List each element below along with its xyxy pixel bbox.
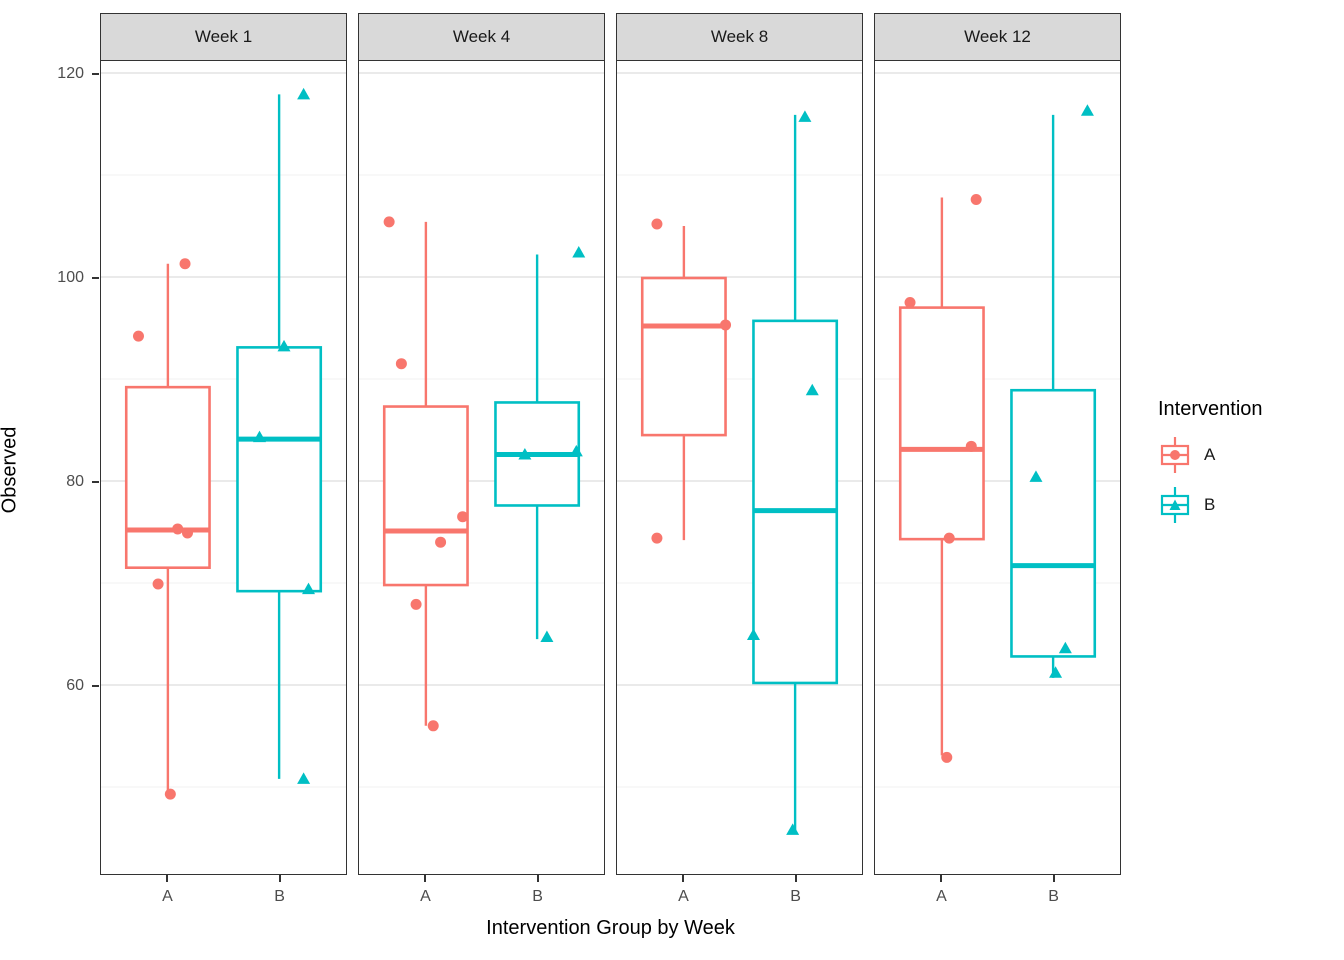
boxplot-B [236,87,323,784]
x-tick-mark [1052,875,1055,882]
jitter-point-A [181,527,193,539]
y-tick-label: 60 [66,677,84,694]
y-tick-label: 100 [57,269,84,286]
jitter-point-B [297,87,311,100]
x-tick-label: B [1048,888,1059,905]
jitter-point-B [798,110,812,122]
jitter-point-A [943,532,955,544]
facet-strip-label: Week 1 [100,13,347,61]
legend-item-label: B [1204,495,1216,514]
facet-plot-svg [617,72,862,835]
jitter-point-A [383,216,395,228]
boxplot-B [1010,104,1097,678]
jitter-point-B [569,444,583,457]
legend-item-A: A [1158,435,1263,475]
boxplot-A [382,216,469,732]
jitter-point-B [1049,666,1063,678]
x-tick-mark [278,875,281,882]
x-tick-mark [166,875,169,882]
facet-strip-label: Week 8 [616,13,863,61]
jitter-point-B [1058,641,1072,654]
jitter-point-A [435,536,447,548]
jitter-point-A [720,319,732,331]
y-tick-mark [92,481,99,483]
jitter-point-B [297,772,311,784]
facet-column: Week 8 A B [616,13,863,905]
facet-plot-svg [101,72,346,800]
jitter-point-A [172,523,184,535]
boxplot-B [494,246,586,643]
jitter-point-A [965,440,977,452]
x-tick-label: B [790,888,801,905]
x-tick-mark [536,875,539,882]
x-tick-label: A [936,888,947,905]
facet-panel [616,61,863,875]
jitter-point-B [277,339,291,352]
jitter-point-B [746,628,760,641]
facet-column: Week 12 A B [874,13,1121,905]
jitter-point-B [302,582,316,595]
jitter-point-A [904,297,916,308]
y-tick-mark [92,277,99,279]
jitter-point-A [164,788,176,800]
x-tick-label: A [162,888,173,905]
legend-key-boxplot-triangle-icon [1160,487,1190,523]
y-tick-mark [92,73,99,75]
y-tick-mark [92,685,99,687]
x-axis-title: Intervention Group by Week [486,917,735,939]
jitter-point-A [179,258,191,270]
boxplot-A [640,218,732,544]
jitter-point-B [253,430,267,443]
facet-panel [100,61,347,875]
jitter-point-B [786,823,800,835]
facet-column: Week 4 A B [358,13,605,905]
boxplot-A [124,258,211,800]
jitter-point-B [805,383,819,396]
x-tick-label: B [532,888,543,905]
facet-panel [358,61,605,875]
facet-plot-svg [359,72,604,788]
facet-plot-svg [875,72,1120,788]
y-tick-label: 80 [66,473,84,490]
facet-panel [874,61,1121,875]
x-tick-mark [794,875,797,882]
jitter-point-A [152,578,164,590]
jitter-point-B [1029,470,1043,482]
jitter-point-B [540,630,554,643]
x-tick-mark [940,875,943,882]
jitter-point-A [651,532,663,544]
facet-strip-label: Week 4 [358,13,605,61]
jitter-point-A [970,193,982,205]
legend-title: Intervention [1158,398,1263,420]
legend-key-boxplot-circle-icon [1160,437,1190,473]
jitter-point-A [941,751,953,763]
boxplot-B [746,110,839,835]
x-tick-label: B [274,888,285,905]
jitter-point-B [1080,104,1094,116]
x-tick-label: A [420,888,431,905]
jitter-point-A [651,218,663,230]
jitter-point-A [410,598,422,610]
legend-item-label: A [1204,445,1216,464]
jitter-point-A [132,330,144,342]
boxplot-A [898,193,985,763]
facet-column: Week 1 A B [100,13,347,905]
y-axis-title: Observed [0,426,21,514]
legend-item-B: B [1158,485,1263,525]
jitter-point-A [395,358,407,370]
facet-panels: Week 1 A B Week 4 A B Week 8 A B Week 12 A B [100,13,1121,913]
jitter-point-B [572,246,586,258]
y-tick-label: 120 [57,65,84,82]
x-tick-mark [682,875,685,882]
x-tick-mark [424,875,427,882]
jitter-point-A [427,720,439,732]
jitter-point-B [518,447,532,460]
jitter-point-A [457,511,469,523]
x-tick-label: A [678,888,689,905]
facet-strip-label: Week 12 [874,13,1121,61]
